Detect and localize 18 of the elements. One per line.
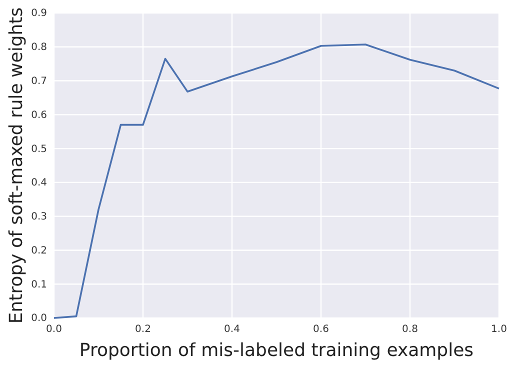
x-tick-label: 0.0 [46,324,62,336]
y-tick-label: 0.1 [31,279,47,290]
y-tick-label: 0.9 [31,8,47,20]
y-tick-label: 0.7 [31,76,47,87]
x-tick-label: 0.6 [313,324,329,336]
x-tick-label: 0.8 [402,324,418,336]
y-tick-label: 0.6 [31,110,47,121]
x-tick-label: 0.4 [224,324,240,336]
y-tick-label: 0.2 [31,245,47,256]
x-axis-title: Proportion of mis-labeled training examples [79,340,474,361]
x-tick-label: 0.2 [135,324,151,336]
y-tick-label: 0.0 [31,313,47,324]
x-tick-label: 1.0 [491,324,507,336]
y-tick-label: 0.8 [31,42,47,54]
y-axis-title: Entropy of soft-maxed rule weights [6,7,27,324]
y-tick-label: 0.4 [31,178,47,189]
y-tick-label: 0.5 [31,144,47,155]
y-tick-label: 0.3 [31,212,47,223]
